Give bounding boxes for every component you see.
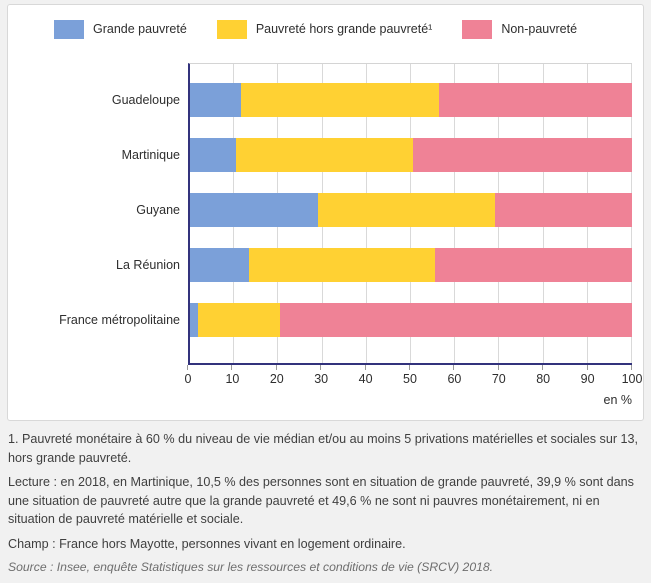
- tick-mark-10: [231, 365, 233, 370]
- legend-label: Non-pauvreté: [501, 22, 578, 36]
- plot-area: [188, 63, 632, 365]
- legend-swatch-blue: [54, 19, 84, 39]
- bar-segment[interactable]: [190, 303, 199, 337]
- legend-label: Grande pauvreté: [93, 22, 187, 36]
- legend-item-non-pauvrete[interactable]: Non-pauvreté: [462, 19, 578, 39]
- lecture-note: Lecture : en 2018, en Martinique, 10,5 %…: [8, 475, 634, 526]
- tick-label-60: 60: [447, 372, 462, 386]
- bar-segment[interactable]: [236, 138, 413, 172]
- tick-label-0: 0: [184, 372, 192, 386]
- chart-card: Grande pauvreté Pauvreté hors grande pau…: [7, 4, 644, 421]
- bar-segment[interactable]: [190, 193, 318, 227]
- bar-row-1: [190, 138, 632, 172]
- bar-segment[interactable]: [190, 138, 237, 172]
- bar-segment[interactable]: [190, 83, 242, 117]
- legend-item-grande-pauvrete[interactable]: Grande pauvreté: [54, 19, 187, 39]
- tick-label-50: 50: [403, 372, 417, 386]
- legend-item-pauvrete-hors-grande[interactable]: Pauvreté hors grande pauvreté¹: [216, 19, 433, 39]
- tick-label-100: 100: [621, 372, 643, 386]
- category-label: Guyane: [136, 203, 180, 217]
- bar-row-3: [190, 248, 632, 282]
- category-label: France métropolitaine: [59, 313, 180, 327]
- champ-note: Champ : France hors Mayotte, personnes v…: [8, 536, 406, 551]
- tick-mark-70: [497, 365, 499, 370]
- bar-segment[interactable]: [248, 248, 435, 282]
- category-labels: Guadeloupe Martinique Guyane La Réunion Fran…: [8, 64, 180, 363]
- bar-segment[interactable]: [412, 138, 632, 172]
- tick-mark-20: [275, 365, 277, 370]
- bar-segment[interactable]: [494, 193, 632, 227]
- figure-notes: 1. Pauvreté monétaire à 60 % du niveau d…: [8, 430, 645, 583]
- tick-mark-80: [542, 365, 544, 370]
- chart-legend: Grande pauvreté Pauvreté hors grande pau…: [54, 18, 577, 40]
- bar-segment[interactable]: [241, 83, 439, 117]
- tick-mark-50: [409, 365, 410, 370]
- tick-label-20: 20: [269, 372, 284, 386]
- tick-mark-0: [187, 365, 188, 370]
- bar-segment[interactable]: [190, 248, 249, 282]
- x-axis-unit-label: en %: [603, 393, 633, 407]
- x-axis: en % 0 10 20 30 40 50 60 70 80 90 100: [185, 365, 642, 413]
- tick-label-80: 80: [536, 372, 551, 386]
- tick-mark-30: [320, 365, 322, 370]
- category-label: La Réunion: [116, 258, 180, 272]
- tick-label-10: 10: [225, 372, 240, 386]
- legend-swatch-yellow: [216, 19, 247, 39]
- tick-mark-90: [586, 365, 588, 370]
- tick-label-40: 40: [358, 372, 373, 386]
- tick-mark-100: [631, 365, 632, 370]
- bar-row-0: [190, 83, 632, 117]
- bar-segment[interactable]: [279, 303, 632, 337]
- bar-row-2: [190, 193, 632, 227]
- footnote: 1. Pauvreté monétaire à 60 % du niveau d…: [8, 432, 639, 465]
- bar-segment[interactable]: [317, 193, 495, 227]
- bar-segment[interactable]: [434, 248, 632, 282]
- tick-label-70: 70: [491, 372, 506, 386]
- bar-row-4: [190, 303, 632, 337]
- tick-label-30: 30: [314, 372, 329, 386]
- legend-swatch-pink: [462, 19, 493, 39]
- legend-label: Pauvreté hors grande pauvreté¹: [255, 22, 433, 36]
- tick-mark-60: [453, 365, 455, 370]
- tick-mark-40: [364, 365, 366, 370]
- source-note: Source : Insee, enquête Statistiques sur…: [8, 560, 494, 574]
- bar-segment[interactable]: [438, 83, 632, 117]
- bar-segment[interactable]: [198, 303, 280, 337]
- category-label: Guadeloupe: [111, 93, 180, 107]
- tick-label-90: 90: [580, 372, 595, 386]
- category-label: Martinique: [121, 148, 180, 162]
